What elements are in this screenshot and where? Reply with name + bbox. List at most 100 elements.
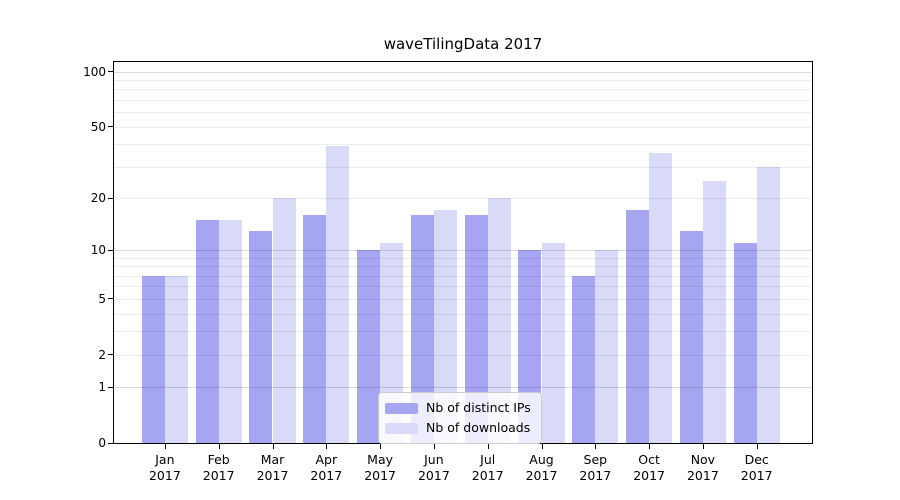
bar-downloads-dec: [756, 166, 780, 443]
x-tick-nov: [702, 444, 704, 449]
gridline-90: [114, 80, 812, 82]
bar-downloads-jan: [164, 275, 189, 443]
x-tick-label-year: 2017: [364, 467, 396, 483]
x-tick-oct: [649, 444, 651, 449]
y-tick-5: [108, 298, 113, 300]
bar-distinct-ips-dec: [733, 243, 757, 443]
x-tick-label-mar: Mar 2017: [241, 452, 305, 483]
x-tick-label-month: Sep: [583, 452, 608, 467]
y-tick-100: [108, 71, 113, 73]
bar-downloads-sep: [595, 250, 619, 443]
gridline-6: [114, 286, 812, 288]
x-tick-label-month: Jun: [424, 452, 444, 467]
bar-downloads-aug: [541, 243, 565, 443]
x-tick-label-month: May: [367, 452, 394, 467]
x-tick-label-year: 2017: [471, 467, 504, 483]
x-tick-jul: [487, 444, 489, 449]
gridline-70: [114, 100, 812, 102]
bar-distinct-ips-may: [356, 250, 381, 443]
bar-downloads-mar: [272, 198, 296, 443]
bar-distinct-ips-sep: [572, 275, 596, 443]
bar-distinct-ips-feb: [195, 219, 219, 443]
y-tick-label-2: 2: [98, 347, 106, 362]
y-tick-0: [108, 442, 113, 444]
x-tick-label-feb: Feb 2017: [187, 452, 251, 483]
x-tick-feb: [218, 444, 220, 449]
x-tick-label-year: 2017: [417, 467, 450, 483]
x-tick-label-year: 2017: [579, 467, 612, 483]
x-tick-label-month: Apr: [315, 452, 338, 467]
bar-distinct-ips-apr: [303, 215, 327, 443]
x-tick-label-sep: Sep 2017: [563, 452, 627, 483]
legend-label-downloads: Nb of downloads: [426, 420, 531, 435]
bar-distinct-ips-jan: [141, 275, 165, 443]
y-tick-label-5: 5: [98, 291, 106, 306]
x-tick-apr: [326, 444, 328, 449]
gridline-40: [114, 144, 812, 146]
gridline-10: [114, 250, 812, 252]
bar-distinct-ips-jun: [410, 215, 434, 443]
x-tick-label-month: Feb: [207, 452, 230, 467]
legend: Nb of distinct IPs Nb of downloads: [378, 392, 542, 444]
x-tick-jan: [164, 444, 166, 449]
y-tick-50: [108, 126, 113, 128]
x-tick-may: [380, 444, 382, 449]
y-tick-label-20: 20: [90, 191, 106, 206]
gridline-4: [114, 313, 812, 315]
bar-distinct-ips-jul: [464, 215, 488, 443]
x-tick-label-year: 2017: [686, 467, 719, 483]
x-tick-label-month: Oct: [638, 452, 660, 467]
gridline-3: [114, 331, 812, 333]
x-tick-label-month: Mar: [260, 452, 285, 467]
bar-distinct-ips-mar: [249, 230, 273, 443]
x-tick-label-month: Dec: [744, 452, 769, 467]
y-tick-10: [108, 249, 113, 251]
gridline-1: [114, 387, 812, 389]
gridline-30: [114, 166, 812, 168]
chart-title: waveTilingData 2017: [383, 35, 543, 53]
x-tick-label-may: May 2017: [348, 452, 412, 483]
x-tick-dec: [756, 444, 758, 449]
x-tick-label-month: Aug: [529, 452, 554, 467]
gridline-9: [114, 257, 812, 259]
x-tick-label-year: 2017: [256, 467, 289, 483]
x-tick-label-aug: Aug 2017: [510, 452, 574, 483]
plot-area: [113, 61, 813, 444]
x-tick-label-year: 2017: [202, 467, 235, 483]
bar-downloads-nov: [702, 180, 727, 443]
legend-item-downloads: Nb of downloads: [385, 418, 531, 438]
x-tick-label-year: 2017: [740, 467, 773, 483]
x-tick-label-jun: Jun 2017: [402, 452, 466, 483]
legend-swatch-downloads: [385, 422, 418, 434]
x-tick-label-month: Nov: [690, 452, 716, 467]
bar-distinct-ips-oct: [625, 210, 650, 443]
y-tick-label-1: 1: [98, 380, 106, 395]
bar-downloads-jul: [487, 198, 511, 443]
x-tick-jun: [433, 444, 435, 449]
gridline-80: [114, 89, 812, 91]
x-tick-label-year: 2017: [633, 467, 665, 483]
gridline-60: [114, 112, 812, 114]
x-tick-label-dec: Dec 2017: [725, 452, 789, 483]
x-tick-sep: [595, 444, 597, 449]
y-tick-20: [108, 197, 113, 199]
x-tick-label-month: Jul: [480, 452, 496, 467]
gridline-5: [114, 298, 812, 300]
x-tick-label-apr: Apr 2017: [294, 452, 358, 483]
y-tick-label-50: 50: [90, 119, 106, 134]
bar-distinct-ips-nov: [679, 230, 703, 443]
x-tick-label-year: 2017: [148, 467, 181, 483]
x-tick-label-year: 2017: [310, 467, 343, 483]
x-tick-label-jul: Jul 2017: [456, 452, 520, 483]
y-tick-1: [108, 386, 113, 388]
x-tick-label-oct: Oct 2017: [617, 452, 681, 483]
bar-downloads-oct: [649, 152, 673, 443]
gridline-8: [114, 266, 812, 268]
x-tick-aug: [541, 444, 543, 449]
gridline-100: [114, 71, 812, 73]
legend-label-distinct-ips: Nb of distinct IPs: [426, 400, 531, 415]
legend-item-distinct-ips: Nb of distinct IPs: [385, 398, 531, 418]
gridline-20: [114, 198, 812, 200]
x-tick-label-nov: Nov 2017: [671, 452, 735, 483]
